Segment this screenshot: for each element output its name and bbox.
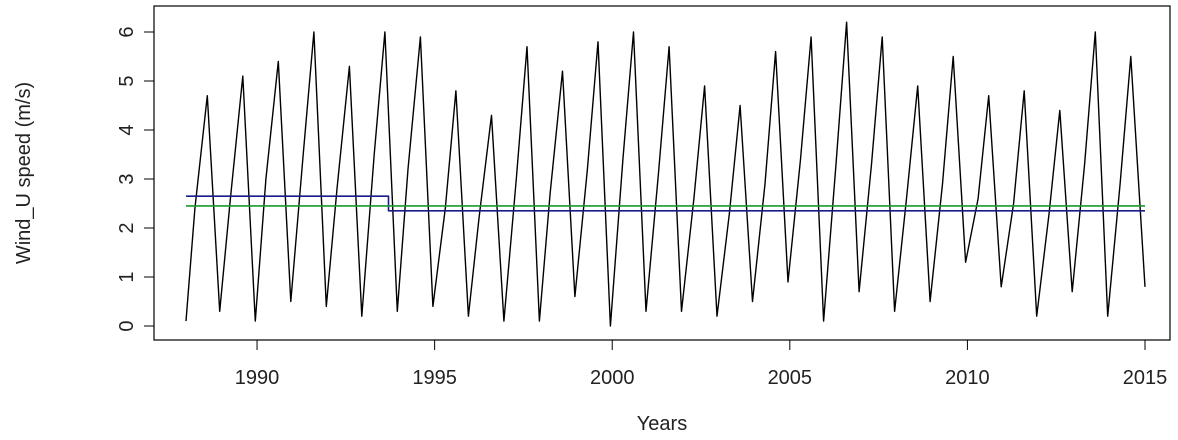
x-axis: 1990 1995 2000 2005 2010 2015 bbox=[235, 339, 1168, 389]
wind-speed-series-line bbox=[185, 21, 1146, 327]
y-axis-title: Wind_U speed (m/s) bbox=[13, 82, 35, 264]
plot-frame bbox=[153, 5, 1171, 341]
x-tick-label: 2015 bbox=[1123, 367, 1168, 389]
y-tick-label: 3 bbox=[116, 173, 138, 184]
x-tick-label: 2005 bbox=[768, 367, 813, 389]
x-axis-title: Years bbox=[637, 413, 687, 435]
y-tick-label: 2 bbox=[116, 222, 138, 233]
segment-mean-line bbox=[186, 195, 1145, 212]
x-tick-label: 2000 bbox=[590, 367, 635, 389]
y-tick-label: 6 bbox=[116, 26, 138, 37]
x-tick-label: 1995 bbox=[412, 367, 457, 389]
y-tick-label: 1 bbox=[116, 271, 138, 282]
x-tick-label: 1990 bbox=[235, 367, 280, 389]
y-axis: 0 1 2 3 4 5 6 bbox=[116, 26, 155, 332]
y-tick-label: 5 bbox=[116, 75, 138, 86]
y-tick-label: 4 bbox=[116, 124, 138, 135]
x-tick-label: 2010 bbox=[945, 367, 990, 389]
y-tick-label: 0 bbox=[116, 320, 138, 331]
series-layer bbox=[185, 21, 1146, 327]
